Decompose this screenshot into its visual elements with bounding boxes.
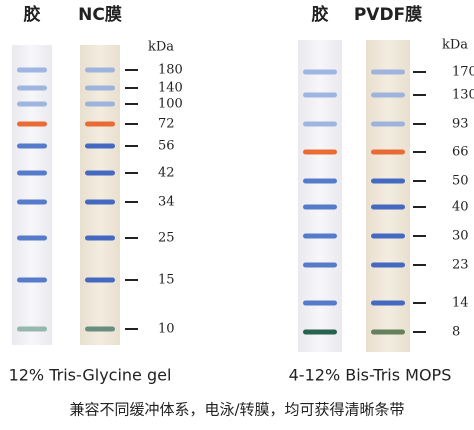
lane [366,40,410,352]
marker-label: 56 [158,139,175,154]
lane-title: NC膜 [78,4,122,25]
band [85,199,115,205]
marker-label: 14 [452,296,469,311]
band [303,178,337,184]
band [371,178,405,184]
marker-label: 15 [158,273,175,288]
band [17,101,47,107]
band [371,233,405,239]
footer: 兼容不同缓冲体系，电泳/转膜，均可获得清晰条带 [69,401,404,419]
band [17,67,47,73]
marker-label: 72 [158,117,175,132]
band [17,143,47,149]
band [303,329,337,335]
band [303,262,337,268]
band [17,170,47,176]
marker-label: 40 [452,200,469,215]
unit-label: kDa [442,38,468,53]
lane-title: 胶 [312,4,329,25]
band [371,121,405,127]
band [303,233,337,239]
band [303,69,337,75]
band [85,170,115,176]
marker-label: 170 [452,65,474,80]
marker-label: 180 [158,63,183,78]
band [17,277,47,283]
band [17,199,47,205]
marker-label: 8 [452,325,460,340]
marker-label: 10 [158,322,175,337]
band [371,149,405,155]
unit-label: kDa [148,40,174,55]
marker-label: 50 [452,174,469,189]
marker-label: 23 [452,258,469,273]
band [17,235,47,241]
band [85,67,115,73]
band [303,300,337,306]
band [371,329,405,335]
band [371,204,405,210]
band [371,92,405,98]
band [17,121,47,127]
marker-label: 130 [452,88,474,103]
marker-label: 25 [158,231,175,246]
band [371,69,405,75]
caption: 4-12% Bis-Tris MOPS [289,366,452,385]
lane-title: PVDF膜 [354,4,422,25]
band [85,277,115,283]
band [303,121,337,127]
band [303,149,337,155]
caption: 12% Tris-Glycine gel [9,366,172,385]
band [303,92,337,98]
band [17,326,47,332]
band [85,85,115,91]
band [85,121,115,127]
marker-label: 34 [158,195,175,210]
marker-label: 30 [452,229,469,244]
marker-label: 42 [158,166,175,181]
band [85,326,115,332]
lane-title: 胶 [24,4,41,25]
band [85,101,115,107]
band [303,204,337,210]
lane [12,45,52,345]
lane [80,45,120,345]
marker-label: 93 [452,117,469,132]
band [85,235,115,241]
marker-label: 140 [158,81,183,96]
band [85,143,115,149]
band [17,85,47,91]
marker-label: 100 [158,97,183,112]
band [371,262,405,268]
marker-label: 66 [452,145,469,160]
band [371,300,405,306]
lane [298,40,342,352]
